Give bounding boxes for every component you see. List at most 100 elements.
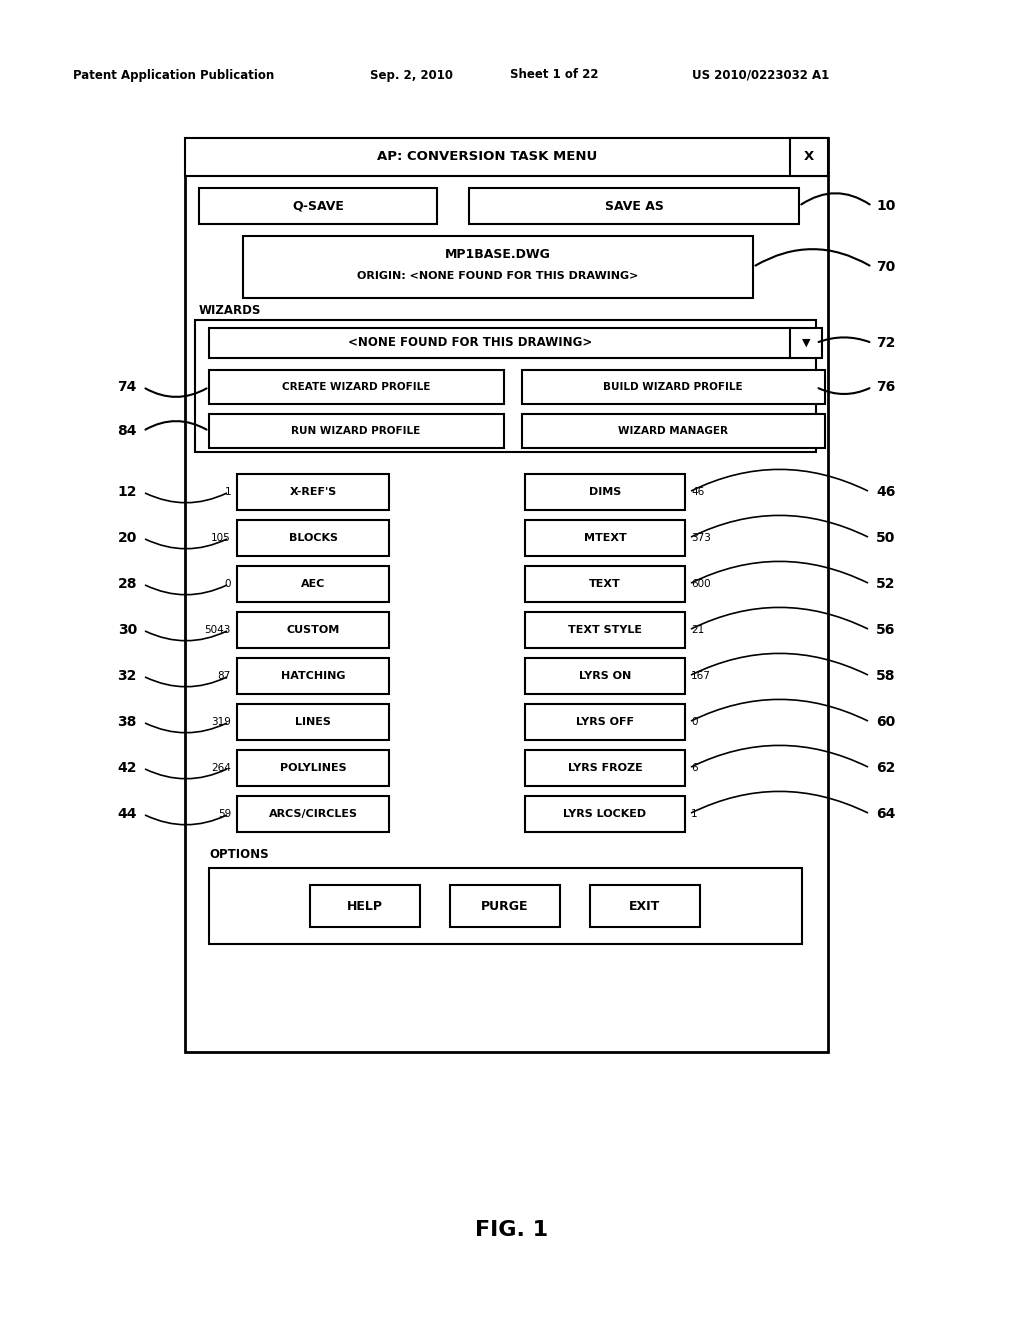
Text: 28: 28 xyxy=(118,577,137,591)
Text: 319: 319 xyxy=(211,717,231,727)
Text: AP: CONVERSION TASK MENU: AP: CONVERSION TASK MENU xyxy=(377,150,597,164)
Bar xyxy=(525,796,685,832)
Bar xyxy=(237,612,389,648)
Bar xyxy=(525,657,685,694)
Text: X: X xyxy=(804,150,814,164)
Text: 84: 84 xyxy=(118,424,137,438)
Text: FIG. 1: FIG. 1 xyxy=(475,1220,549,1239)
Text: 12: 12 xyxy=(118,484,137,499)
Text: 0: 0 xyxy=(691,717,697,727)
Text: HATCHING: HATCHING xyxy=(281,671,345,681)
Bar xyxy=(243,236,753,298)
Text: 72: 72 xyxy=(876,337,895,350)
Bar xyxy=(525,750,685,785)
Text: Patent Application Publication: Patent Application Publication xyxy=(73,69,274,82)
Text: 600: 600 xyxy=(691,579,711,589)
Text: 105: 105 xyxy=(211,533,231,543)
Text: 10: 10 xyxy=(876,199,895,213)
Text: POLYLINES: POLYLINES xyxy=(280,763,346,774)
Text: RUN WIZARD PROFILE: RUN WIZARD PROFILE xyxy=(292,426,421,436)
Bar xyxy=(450,884,560,927)
Text: BUILD WIZARD PROFILE: BUILD WIZARD PROFILE xyxy=(603,381,742,392)
Text: TEXT STYLE: TEXT STYLE xyxy=(568,624,642,635)
Text: 373: 373 xyxy=(691,533,711,543)
Bar xyxy=(185,139,828,1052)
Text: DIMS: DIMS xyxy=(589,487,622,498)
Text: 44: 44 xyxy=(118,807,137,821)
Text: 6: 6 xyxy=(691,763,697,774)
Bar xyxy=(310,884,420,927)
Text: <NONE FOUND FOR THIS DRAWING>: <NONE FOUND FOR THIS DRAWING> xyxy=(348,337,592,350)
Text: US 2010/0223032 A1: US 2010/0223032 A1 xyxy=(692,69,829,82)
Text: 76: 76 xyxy=(876,380,895,393)
Text: TEXT: TEXT xyxy=(589,579,621,589)
Bar xyxy=(590,884,700,927)
Text: X-REF'S: X-REF'S xyxy=(290,487,337,498)
Text: 1: 1 xyxy=(224,487,231,498)
Text: CUSTOM: CUSTOM xyxy=(287,624,340,635)
Text: 32: 32 xyxy=(118,669,137,682)
Text: 62: 62 xyxy=(876,762,895,775)
Text: EXIT: EXIT xyxy=(630,899,660,912)
Text: 58: 58 xyxy=(876,669,896,682)
Bar xyxy=(790,139,828,176)
Bar xyxy=(209,370,504,404)
Text: 70: 70 xyxy=(876,260,895,275)
Text: SAVE AS: SAVE AS xyxy=(604,199,664,213)
Text: CREATE WIZARD PROFILE: CREATE WIZARD PROFILE xyxy=(282,381,430,392)
Text: LYRS ON: LYRS ON xyxy=(579,671,631,681)
Text: 1: 1 xyxy=(691,809,697,818)
Text: Sep. 2, 2010: Sep. 2, 2010 xyxy=(370,69,453,82)
Text: LYRS OFF: LYRS OFF xyxy=(575,717,634,727)
Bar xyxy=(185,139,828,176)
Text: LYRS FROZE: LYRS FROZE xyxy=(567,763,642,774)
Bar xyxy=(237,520,389,556)
Bar xyxy=(525,474,685,510)
Bar xyxy=(237,657,389,694)
Text: MTEXT: MTEXT xyxy=(584,533,627,543)
Text: WIZARD MANAGER: WIZARD MANAGER xyxy=(618,426,728,436)
Text: PURGE: PURGE xyxy=(481,899,528,912)
Text: 38: 38 xyxy=(118,715,137,729)
Bar xyxy=(195,319,816,451)
Text: AEC: AEC xyxy=(301,579,326,589)
Text: 52: 52 xyxy=(876,577,896,591)
Bar xyxy=(209,869,802,944)
Text: LYRS LOCKED: LYRS LOCKED xyxy=(563,809,646,818)
Text: OPTIONS: OPTIONS xyxy=(209,847,268,861)
Bar xyxy=(525,704,685,741)
Bar xyxy=(790,327,822,358)
Bar xyxy=(237,704,389,741)
Text: 50: 50 xyxy=(876,531,895,545)
Bar xyxy=(209,414,504,447)
Text: Sheet 1 of 22: Sheet 1 of 22 xyxy=(510,69,598,82)
Bar xyxy=(525,566,685,602)
Bar xyxy=(522,370,825,404)
Bar xyxy=(199,187,437,224)
Text: HELP: HELP xyxy=(347,899,383,912)
Text: 42: 42 xyxy=(118,762,137,775)
Bar xyxy=(237,566,389,602)
Bar xyxy=(525,520,685,556)
Text: 74: 74 xyxy=(118,380,137,393)
Text: WIZARDS: WIZARDS xyxy=(199,305,261,318)
Text: BLOCKS: BLOCKS xyxy=(289,533,338,543)
Text: 46: 46 xyxy=(876,484,895,499)
Bar xyxy=(237,474,389,510)
Text: 5043: 5043 xyxy=(205,624,231,635)
Bar xyxy=(237,750,389,785)
Text: 30: 30 xyxy=(118,623,137,638)
Text: 167: 167 xyxy=(691,671,711,681)
Text: 264: 264 xyxy=(211,763,231,774)
Text: 46: 46 xyxy=(691,487,705,498)
Text: ARCS/CIRCLES: ARCS/CIRCLES xyxy=(268,809,357,818)
Bar xyxy=(469,187,799,224)
Text: LINES: LINES xyxy=(295,717,331,727)
Bar xyxy=(209,327,792,358)
Text: 64: 64 xyxy=(876,807,895,821)
Text: ORIGIN: <NONE FOUND FOR THIS DRAWING>: ORIGIN: <NONE FOUND FOR THIS DRAWING> xyxy=(357,271,639,281)
Text: 21: 21 xyxy=(691,624,705,635)
Text: Q-SAVE: Q-SAVE xyxy=(292,199,344,213)
Text: 0: 0 xyxy=(224,579,231,589)
Bar xyxy=(237,796,389,832)
